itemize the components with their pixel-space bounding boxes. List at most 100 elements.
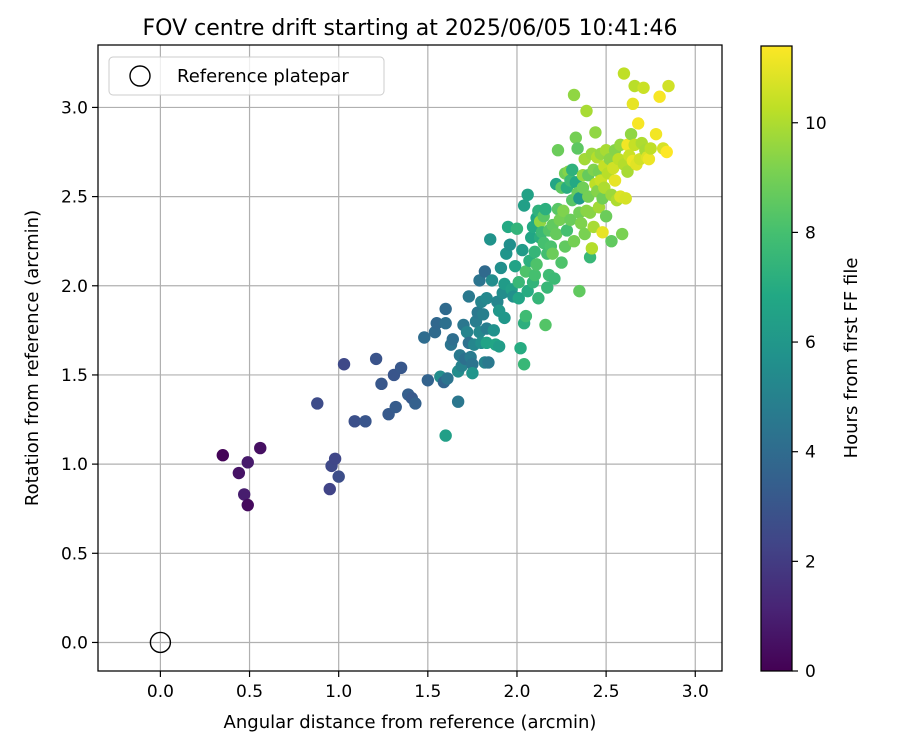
scatter-point: [494, 261, 508, 275]
colorbar-ticks: 0 2 4 6 8 10: [792, 114, 827, 682]
scatter-point: [512, 276, 525, 289]
scatter-point: [519, 309, 533, 323]
scatter-point: [644, 142, 657, 155]
scatter-point: [508, 259, 522, 273]
scatter-point: [539, 202, 552, 216]
x-tick-label: 1.0: [325, 682, 352, 702]
scatter-point: [528, 245, 541, 259]
scatter-point: [510, 222, 524, 235]
scatter-point: [567, 234, 581, 248]
scatter-point: [576, 181, 590, 194]
reference-point: [149, 631, 172, 654]
x-tick-label: 0.5: [236, 682, 263, 702]
scatter-point: [439, 317, 452, 330]
legend-label: Reference platepar: [177, 66, 349, 87]
scatter-point: [485, 274, 499, 287]
scatter-point: [514, 341, 527, 355]
legend-frame: [108, 56, 385, 96]
scatter-point: [512, 292, 525, 305]
scatter-point: [430, 317, 443, 330]
grid: [98, 45, 722, 671]
scatter-point: [521, 284, 534, 298]
scatter-point: [605, 234, 618, 248]
scatter-point: [359, 415, 372, 428]
scatter-point: [557, 204, 570, 218]
scatter-point: [439, 302, 452, 316]
y-tick-label: 1.5: [61, 366, 88, 386]
colorbar-label: Hours from first FF file: [841, 258, 862, 459]
scatter-point: [337, 358, 351, 371]
y-axis-label: Rotation from reference (arcmin): [22, 210, 43, 506]
x-tick-label: 0.0: [147, 682, 174, 702]
scatter-point: [571, 142, 584, 155]
y-axis: 0.0 0.5 1.0 1.5 2.0 2.5 3.0: [61, 98, 98, 653]
scatter-point: [478, 265, 492, 278]
scatter-point: [418, 331, 431, 344]
scatter-point: [632, 117, 645, 130]
scatter-point: [564, 213, 577, 226]
scatter-point: [460, 325, 474, 339]
colorbar: 0 2 4 6 8 10 Hours from first FF file: [760, 45, 862, 682]
colorbar-gradient: [761, 46, 792, 671]
scatter-point: [254, 441, 267, 455]
scatter-point: [546, 247, 559, 260]
scatter-point: [660, 145, 673, 159]
scatter-point: [624, 127, 638, 141]
scatter-point: [607, 161, 620, 175]
scatter-point: [642, 152, 656, 166]
scatter-points: [149, 67, 675, 654]
scatter-point: [462, 290, 476, 303]
scatter-point: [241, 456, 254, 469]
scatter-point: [517, 358, 531, 371]
scatter-point: [487, 324, 500, 337]
scatter-point: [532, 292, 545, 305]
chart-title: FOV centre drift starting at 2025/06/05 …: [143, 16, 678, 41]
x-axis: 0.0 0.5 1.0 1.5 2.0 2.5 3.0: [147, 671, 709, 702]
scatter-point: [482, 356, 495, 369]
scatter-point: [409, 397, 422, 410]
scatter-point: [332, 470, 345, 483]
legend-marker: [129, 65, 151, 87]
scatter-point: [375, 377, 388, 391]
scatter-point: [480, 292, 493, 305]
scatter-point: [555, 256, 568, 269]
colorbar-tick-label: 8: [805, 223, 816, 243]
scatter-point: [567, 88, 581, 102]
scatter-point: [585, 242, 599, 255]
scatter-point: [589, 126, 602, 139]
scatter-point: [558, 240, 572, 253]
colorbar-tick-label: 0: [805, 662, 816, 682]
scatter-point: [484, 233, 497, 246]
colorbar-tick-label: 10: [805, 114, 827, 134]
scatter-point: [348, 415, 361, 428]
scatter-point: [560, 224, 574, 237]
scatter-point: [548, 272, 561, 285]
scatter-point: [498, 311, 511, 325]
scatter-point: [369, 352, 383, 366]
scatter-point: [232, 466, 246, 480]
colorbar-frame: [760, 45, 793, 672]
scatter-point: [566, 163, 579, 177]
scatter-point: [528, 268, 541, 282]
scatter-point: [476, 308, 490, 321]
scatter-point: [466, 358, 479, 371]
scatter-point: [619, 192, 632, 205]
scatter-point: [451, 395, 465, 408]
scatter-point: [662, 79, 675, 93]
scatter-point: [580, 104, 593, 118]
scatter-point: [237, 488, 251, 501]
scatter-point: [549, 227, 563, 241]
scatter-point: [587, 220, 600, 234]
scatter-point: [599, 210, 613, 223]
x-tick-label: 3.0: [682, 682, 709, 702]
scatter-point: [583, 206, 597, 219]
x-tick-label: 2.5: [593, 682, 620, 702]
scatter-point: [241, 498, 254, 512]
scatter-point: [573, 284, 586, 298]
scatter-point: [569, 131, 583, 144]
scatter-point: [574, 217, 588, 230]
scatter-point: [582, 190, 595, 203]
scatter-point: [530, 258, 543, 271]
scatter-point: [626, 97, 640, 111]
